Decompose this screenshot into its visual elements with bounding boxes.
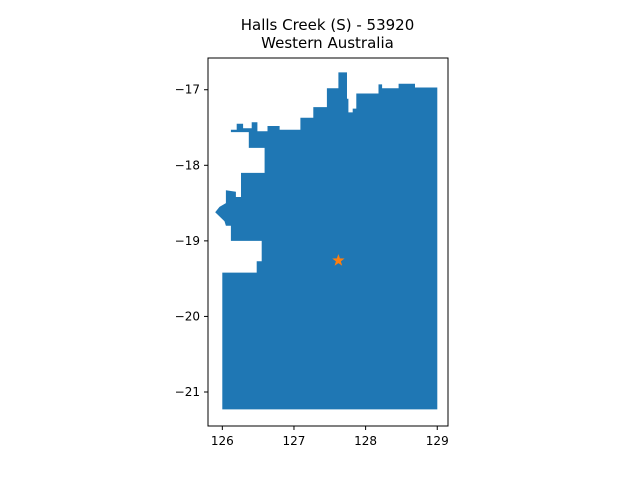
y-tick-label: −20 <box>175 309 200 323</box>
region-layer <box>215 72 438 410</box>
y-axis: −17 −18 −19 −20 −21 <box>175 83 208 399</box>
x-tick-label: 126 <box>211 434 234 448</box>
y-tick-label: −19 <box>175 234 200 248</box>
x-tick-label: 127 <box>283 434 306 448</box>
y-tick-label: −18 <box>175 158 200 172</box>
x-axis: 126 127 128 129 <box>211 426 449 448</box>
x-tick-label: 129 <box>426 434 449 448</box>
y-tick-label: −21 <box>175 385 200 399</box>
map-subtitle: Western Australia <box>261 34 394 52</box>
axes-frame <box>207 57 449 427</box>
location-star-marker <box>332 254 345 266</box>
marker-layer <box>332 254 345 266</box>
x-tick-label: 128 <box>354 434 377 448</box>
map-title: Halls Creek (S) - 53920 <box>240 16 415 34</box>
y-tick-label: −17 <box>175 83 200 97</box>
halls-creek-region <box>215 72 438 410</box>
